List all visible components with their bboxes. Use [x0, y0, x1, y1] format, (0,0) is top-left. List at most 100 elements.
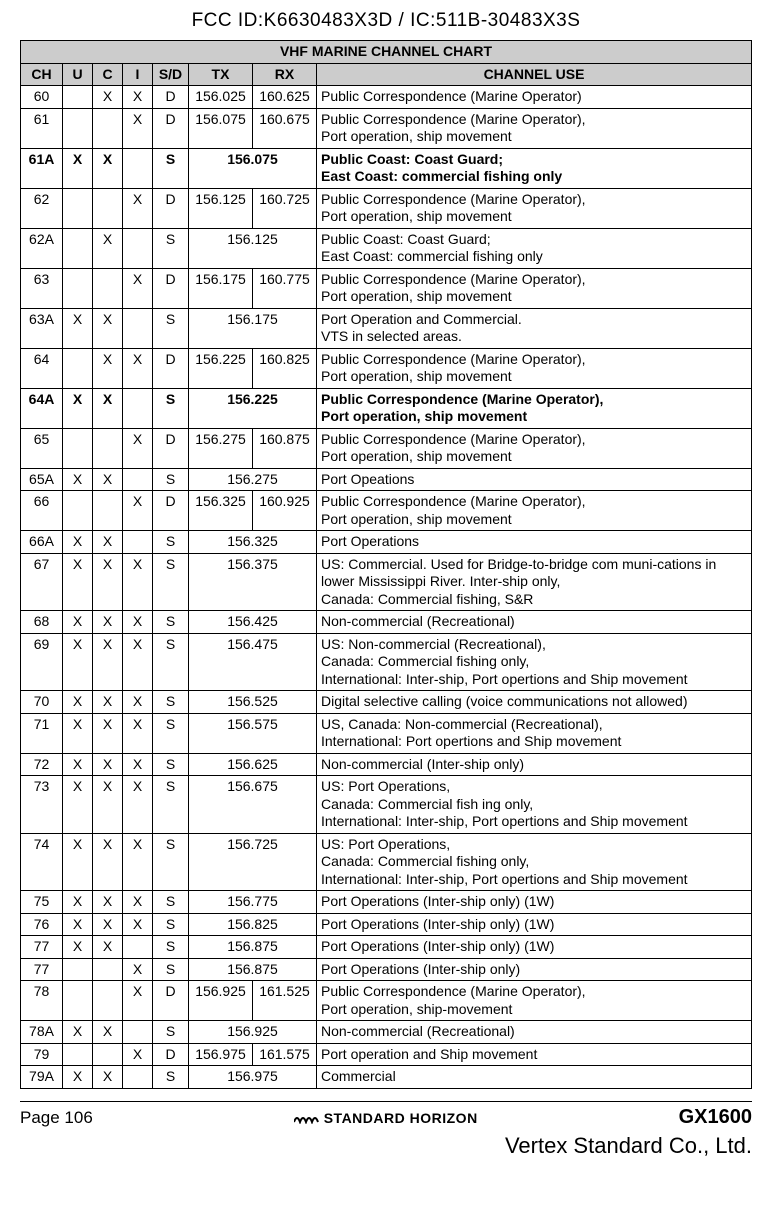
- table-cell: 160.925: [253, 491, 317, 531]
- table-row: 66XD156.325160.925Public Correspondence …: [21, 491, 752, 531]
- table-cell: 156.775: [189, 891, 317, 914]
- table-cell: S: [153, 148, 189, 188]
- table-cell: X: [63, 776, 93, 834]
- table-cell: X: [63, 753, 93, 776]
- table-row: 75XXXS156.775Port Operations (Inter-ship…: [21, 891, 752, 914]
- table-cell: Public Correspondence (Marine Operator),…: [317, 188, 752, 228]
- table-cell: 77: [21, 936, 63, 959]
- table-cell: X: [123, 611, 153, 634]
- table-cell: 67: [21, 553, 63, 611]
- table-cell: Public Correspondence (Marine Operator),…: [317, 981, 752, 1021]
- table-cell: D: [153, 981, 189, 1021]
- table-cell: US: Non-commercial (Recreational),Canada…: [317, 633, 752, 691]
- table-cell: X: [93, 388, 123, 428]
- table-cell: Non-commercial (Recreational): [317, 1021, 752, 1044]
- table-cell: X: [63, 936, 93, 959]
- table-cell: [93, 981, 123, 1021]
- table-cell: 70: [21, 691, 63, 714]
- table-cell: X: [63, 1021, 93, 1044]
- table-cell: X: [123, 753, 153, 776]
- table-cell: 79A: [21, 1066, 63, 1089]
- table-cell: 61: [21, 108, 63, 148]
- table-cell: 74: [21, 833, 63, 891]
- table-row: 64XXD156.225160.825Public Correspondence…: [21, 348, 752, 388]
- table-cell: 156.925: [189, 1021, 317, 1044]
- table-cell: [63, 228, 93, 268]
- table-cell: 156.075: [189, 108, 253, 148]
- table-cell: [63, 1043, 93, 1066]
- table-cell: X: [93, 913, 123, 936]
- table-cell: 65: [21, 428, 63, 468]
- table-cell: 156.975: [189, 1043, 253, 1066]
- table-cell: S: [153, 958, 189, 981]
- col-header-c: C: [93, 63, 123, 86]
- table-cell: 65A: [21, 468, 63, 491]
- table-cell: [93, 268, 123, 308]
- table-cell: [123, 1021, 153, 1044]
- table-cell: X: [93, 531, 123, 554]
- table-cell: X: [63, 713, 93, 753]
- table-cell: X: [123, 633, 153, 691]
- table-cell: US: Commercial. Used for Bridge-to-bridg…: [317, 553, 752, 611]
- table-cell: D: [153, 491, 189, 531]
- table-row: 62XD156.125160.725Public Correspondence …: [21, 188, 752, 228]
- table-cell: X: [93, 148, 123, 188]
- table-cell: D: [153, 428, 189, 468]
- table-row: 64AXXS156.225Public Correspondence (Mari…: [21, 388, 752, 428]
- table-cell: X: [123, 776, 153, 834]
- table-cell: X: [93, 833, 123, 891]
- table-cell: 160.875: [253, 428, 317, 468]
- table-cell: 72: [21, 753, 63, 776]
- table-cell: S: [153, 691, 189, 714]
- table-cell: S: [153, 891, 189, 914]
- table-cell: X: [93, 776, 123, 834]
- table-cell: X: [63, 308, 93, 348]
- table-row: 65AXXS156.275Port Opeations: [21, 468, 752, 491]
- table-row: 63AXXS156.175Port Operation and Commerci…: [21, 308, 752, 348]
- table-row: 71XXXS156.575US, Canada: Non-commercial …: [21, 713, 752, 753]
- table-cell: X: [63, 891, 93, 914]
- col-header-use: CHANNEL USE: [317, 63, 752, 86]
- table-cell: X: [123, 891, 153, 914]
- table-cell: X: [93, 228, 123, 268]
- table-cell: X: [63, 148, 93, 188]
- table-cell: 156.675: [189, 776, 317, 834]
- table-cell: S: [153, 531, 189, 554]
- table-cell: X: [123, 268, 153, 308]
- table-cell: X: [93, 468, 123, 491]
- table-cell: Non-commercial (Recreational): [317, 611, 752, 634]
- table-cell: 66A: [21, 531, 63, 554]
- table-row: 78XD156.925161.525Public Correspondence …: [21, 981, 752, 1021]
- table-cell: 156.425: [189, 611, 317, 634]
- table-cell: [123, 468, 153, 491]
- table-cell: S: [153, 913, 189, 936]
- model-number: GX1600: [679, 1106, 752, 1129]
- table-cell: [63, 491, 93, 531]
- table-cell: [123, 228, 153, 268]
- table-cell: 160.825: [253, 348, 317, 388]
- footer-rule: [20, 1101, 752, 1102]
- table-cell: 156.275: [189, 468, 317, 491]
- table-row: 77XS156.875Port Operations (Inter-ship o…: [21, 958, 752, 981]
- table-cell: Commercial: [317, 1066, 752, 1089]
- table-cell: Public Correspondence (Marine Operator),…: [317, 491, 752, 531]
- table-cell: S: [153, 633, 189, 691]
- table-cell: 77: [21, 958, 63, 981]
- table-cell: 69: [21, 633, 63, 691]
- page-number: Page 106: [20, 1108, 93, 1128]
- table-cell: Public Correspondence (Marine Operator),…: [317, 388, 752, 428]
- table-cell: [63, 268, 93, 308]
- table-cell: D: [153, 188, 189, 228]
- table-row: 60XXD156.025160.625Public Correspondence…: [21, 86, 752, 109]
- table-cell: X: [63, 611, 93, 634]
- table-cell: 156.825: [189, 913, 317, 936]
- table-cell: Port Operations: [317, 531, 752, 554]
- table-cell: X: [63, 691, 93, 714]
- col-header-i: I: [123, 63, 153, 86]
- table-cell: D: [153, 108, 189, 148]
- channel-chart-table: VHF MARINE CHANNEL CHART CH U C I S/D TX…: [20, 40, 752, 1089]
- table-cell: 156.075: [189, 148, 317, 188]
- table-body: 60XXD156.025160.625Public Correspondence…: [21, 86, 752, 1089]
- wave-icon: [294, 1112, 320, 1124]
- table-cell: Public Correspondence (Marine Operator),…: [317, 428, 752, 468]
